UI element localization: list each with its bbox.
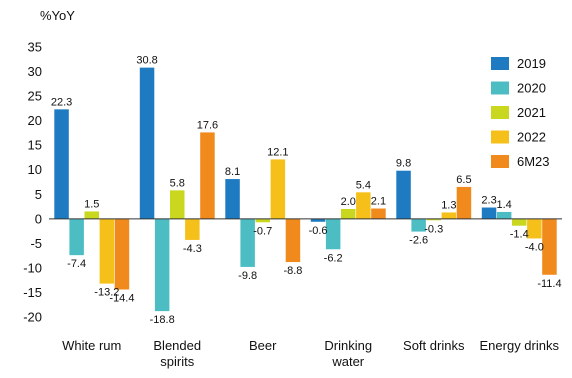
data-label: 22.3 (51, 96, 72, 108)
legend: 2019 2020 2021 2022 6M23 (491, 56, 550, 169)
category-label: Drinking (324, 338, 372, 353)
bar (54, 109, 69, 219)
data-label: -1.4 (510, 229, 529, 241)
data-label: 12.1 (267, 146, 288, 158)
y-tick-label: -5 (30, 236, 42, 251)
bar (481, 207, 497, 219)
bar (512, 218, 527, 226)
bar (396, 170, 411, 219)
data-label: 2.0 (341, 196, 356, 208)
data-label: -6.2 (324, 252, 343, 264)
y-tick-label: 25 (28, 89, 42, 104)
data-label: -2.6 (409, 235, 428, 247)
y-tick-label: 35 (28, 40, 42, 55)
data-label: -0.6 (309, 225, 328, 237)
data-label: 9.8 (396, 158, 411, 170)
data-label: 5.4 (356, 179, 371, 191)
bar (69, 218, 84, 256)
legend-swatch (491, 130, 509, 144)
bar (255, 218, 270, 223)
legend-label: 2021 (517, 105, 546, 120)
data-label: 6.5 (456, 174, 471, 186)
data-labels-layer: 22.3 -7.4 1.5 -13.2-14.4 30.8 -18.8 5.8 -4.3 17.… (51, 55, 562, 326)
bar (356, 192, 371, 219)
bar (310, 218, 326, 222)
axis-layer: 35 30 25 20 15 10 5 0 -5 -10 -15 -20 White rum Blende… (23, 40, 562, 369)
bar (270, 159, 286, 219)
data-label: 1.4 (497, 199, 512, 211)
legend-label: 6M23 (517, 154, 550, 169)
data-label: 5.8 (170, 177, 185, 189)
data-label: -4.3 (183, 243, 202, 255)
y-tick-label: 30 (28, 64, 42, 79)
category-label: Energy drinks (480, 338, 560, 353)
category-label: White rum (62, 338, 121, 353)
data-label: -18.8 (150, 314, 175, 326)
bar (200, 132, 215, 219)
category-label: Blended (153, 338, 201, 353)
data-label: -0.7 (253, 225, 272, 237)
bar (154, 218, 170, 312)
data-label: 1.3 (441, 199, 456, 211)
legend-swatch (491, 155, 509, 168)
legend-swatch (491, 81, 509, 95)
data-label: -11.4 (537, 278, 561, 290)
bar (84, 211, 99, 219)
data-label: -7.4 (67, 258, 86, 270)
bar (496, 211, 512, 219)
category-label: spirits (160, 354, 194, 369)
y-tick-label: -20 (23, 310, 42, 325)
bar (371, 208, 386, 219)
bar (225, 179, 240, 219)
legend-label: 2022 (517, 130, 546, 145)
bar (170, 190, 185, 219)
bar (139, 67, 155, 219)
bar (527, 218, 542, 239)
category-label: water (331, 354, 364, 369)
y-tick-label: 5 (35, 187, 42, 202)
data-label: -13.2 (94, 287, 119, 299)
bar (325, 218, 341, 250)
legend-swatch (491, 57, 509, 70)
bar (285, 218, 301, 263)
bar (341, 209, 356, 219)
legend-swatch (491, 106, 509, 119)
data-label: 1.5 (84, 198, 99, 210)
data-label: -9.8 (238, 270, 257, 282)
y-tick-label: 10 (28, 162, 42, 177)
data-label: 17.6 (197, 119, 218, 131)
bar (411, 218, 426, 232)
bar (426, 218, 441, 221)
data-label: -8.8 (283, 265, 302, 277)
bar (456, 186, 472, 219)
category-label: Beer (249, 338, 277, 353)
y-axis-unit-label: %YoY (40, 8, 75, 23)
data-label: -4.0 (525, 241, 544, 253)
bar (99, 218, 115, 284)
y-tick-label: -15 (23, 285, 42, 300)
data-label: -0.3 (424, 223, 443, 235)
bars-layer (54, 67, 557, 312)
bar (240, 218, 255, 267)
data-label: 2.1 (371, 196, 386, 208)
bar (441, 212, 457, 219)
data-label: 30.8 (136, 55, 157, 67)
data-label: -14.4 (109, 293, 134, 305)
data-label: 2.3 (481, 195, 496, 207)
legend-label: 2020 (517, 81, 546, 96)
y-tick-label: -10 (23, 260, 42, 275)
bar (114, 218, 130, 290)
category-label: Soft drinks (403, 338, 465, 353)
bar (542, 218, 557, 275)
bar (185, 218, 200, 240)
y-tick-label: 20 (28, 113, 42, 128)
legend-label: 2019 (517, 56, 546, 71)
data-label: 8.1 (225, 166, 240, 178)
y-tick-label: 0 (35, 211, 42, 226)
y-tick-label: 15 (28, 138, 42, 153)
